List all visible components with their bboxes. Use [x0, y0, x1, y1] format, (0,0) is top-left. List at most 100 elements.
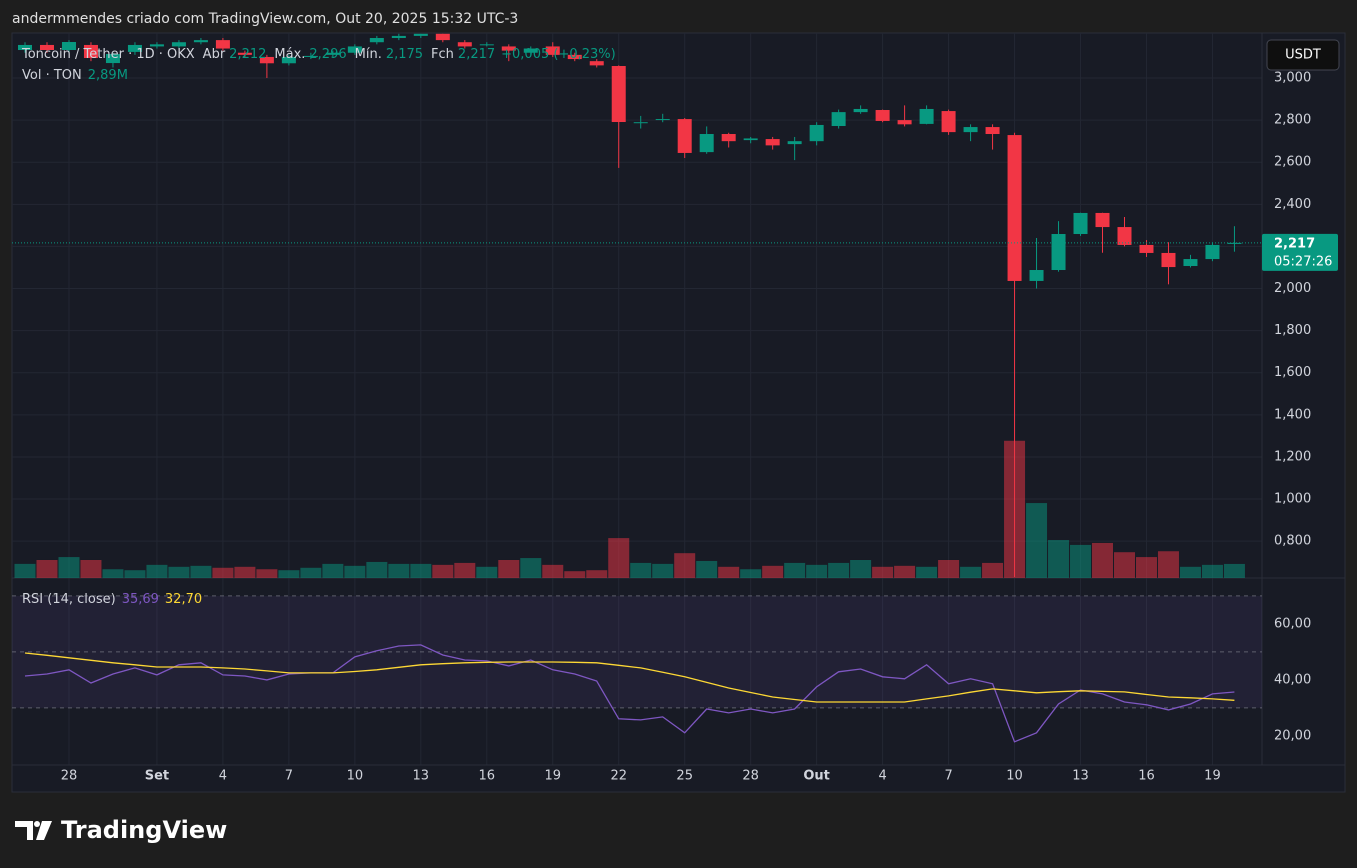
- legend-item: 2,212: [229, 47, 266, 62]
- candle-body: [1029, 270, 1044, 281]
- volume-bar: [190, 565, 212, 578]
- price-tag-countdown: 05:27:26: [1274, 254, 1332, 269]
- candle-body: [567, 54, 582, 60]
- legend-item: +0,005 (+0,23%): [501, 47, 616, 62]
- legend-item: 32,70: [165, 592, 202, 607]
- candle-body: [215, 40, 230, 49]
- candle-body: [171, 42, 186, 47]
- volume-bar: [146, 564, 168, 578]
- volume-bar: [608, 538, 630, 578]
- header-text: andermmendes criado com TradingView.com,…: [12, 11, 518, 27]
- candle-body: [853, 108, 868, 113]
- volume-bar: [80, 559, 102, 578]
- volume-bar: [212, 567, 234, 578]
- candle-body: [479, 44, 494, 46]
- rsi-line: [24, 644, 1235, 743]
- volume-bar: [498, 559, 520, 578]
- y-tick-label: 0,800: [1274, 534, 1311, 549]
- rsi-legend: RSI (14, close) 35,69 32,70: [22, 592, 202, 607]
- candle-body: [677, 119, 692, 153]
- currency-label[interactable]: USDT: [1285, 48, 1321, 63]
- candle-body: [413, 33, 428, 36]
- volume-bar: [1114, 552, 1135, 578]
- candle-body: [897, 120, 912, 125]
- candle-body: [391, 35, 406, 39]
- legend-item: Toncoin / Tether · 1D · OKX: [21, 47, 195, 62]
- candle-body: [193, 40, 208, 43]
- candle-body: [435, 33, 450, 41]
- volume-bar: [916, 566, 938, 578]
- volume-bar: [1070, 544, 1092, 578]
- legend-item: 2,296: [309, 47, 346, 62]
- candle-body: [721, 134, 736, 142]
- logo-mark: [36, 821, 52, 840]
- x-tick-label: 16: [479, 769, 496, 784]
- volume-bar: [982, 562, 1004, 578]
- volume-bar: [1092, 542, 1114, 578]
- legend-item: 35,69: [122, 592, 159, 607]
- y-tick-label: 2,600: [1274, 155, 1311, 170]
- y-tick-label: 60,00: [1274, 616, 1311, 631]
- candle-body: [1183, 259, 1198, 267]
- brand-logo: TradingView: [15, 816, 227, 844]
- candle-body: [985, 127, 1000, 135]
- volume-bar: [542, 564, 564, 578]
- y-tick-label: 1,200: [1274, 449, 1311, 464]
- candle-body: [501, 46, 516, 51]
- volume-bar: [740, 569, 762, 578]
- volume-bar: [410, 563, 432, 578]
- volume-bar: [762, 565, 784, 578]
- candle-body: [699, 134, 714, 153]
- candle-body: [1051, 234, 1066, 271]
- candle-body: [633, 122, 648, 124]
- candle-body: [303, 55, 318, 57]
- candle-body: [347, 46, 362, 53]
- volume-bar: [652, 563, 674, 578]
- legend-item: Máx.: [274, 47, 305, 62]
- y-tick-label: 2,400: [1274, 197, 1311, 212]
- candle-body: [831, 112, 846, 127]
- x-tick-label: 25: [676, 769, 693, 784]
- volume-bar: [1179, 566, 1201, 578]
- volume-bar: [366, 561, 388, 578]
- logo-mark: [34, 821, 40, 827]
- candle-body: [1227, 242, 1242, 244]
- candle-body: [1007, 135, 1022, 281]
- candle-body: [787, 141, 802, 145]
- volume-bar: [476, 566, 498, 578]
- x-tick-label: 7: [944, 769, 952, 784]
- x-tick-label: 13: [1072, 769, 1089, 784]
- volume-bar: [1048, 540, 1070, 578]
- legend-item: 2,217: [458, 47, 495, 62]
- candle-body: [127, 44, 142, 52]
- candle-body: [83, 44, 98, 59]
- volume-bar: [872, 566, 894, 578]
- volume-bar: [432, 564, 454, 578]
- currency-button[interactable]: [1266, 39, 1340, 71]
- legend-item: Mín.: [355, 47, 382, 62]
- x-tick-label: 28: [742, 769, 759, 784]
- candle-body: [325, 52, 340, 55]
- candle-body: [611, 66, 626, 123]
- volume-bar: [168, 566, 190, 578]
- x-tick-label: 13: [413, 769, 430, 784]
- candle-body: [237, 52, 252, 55]
- candle-body: [281, 56, 296, 64]
- candle-body: [39, 44, 54, 51]
- candle-body: [149, 44, 164, 47]
- x-tick-label: 10: [347, 769, 364, 784]
- candle-body: [809, 124, 824, 142]
- x-tick-label: 10: [1006, 769, 1023, 784]
- y-tick-label: 1,800: [1274, 323, 1311, 338]
- candle-body: [941, 111, 956, 133]
- volume-bar: [300, 567, 322, 578]
- legend-item: 2,89M: [88, 68, 128, 83]
- volume-bar: [344, 565, 366, 578]
- volume-bar: [388, 563, 410, 578]
- volume-bar: [454, 562, 476, 578]
- y-tick-label: 1,400: [1274, 407, 1311, 422]
- y-tick-label: 2,000: [1274, 281, 1311, 296]
- volume-bar: [894, 565, 916, 578]
- x-tick-label: Set: [145, 769, 169, 784]
